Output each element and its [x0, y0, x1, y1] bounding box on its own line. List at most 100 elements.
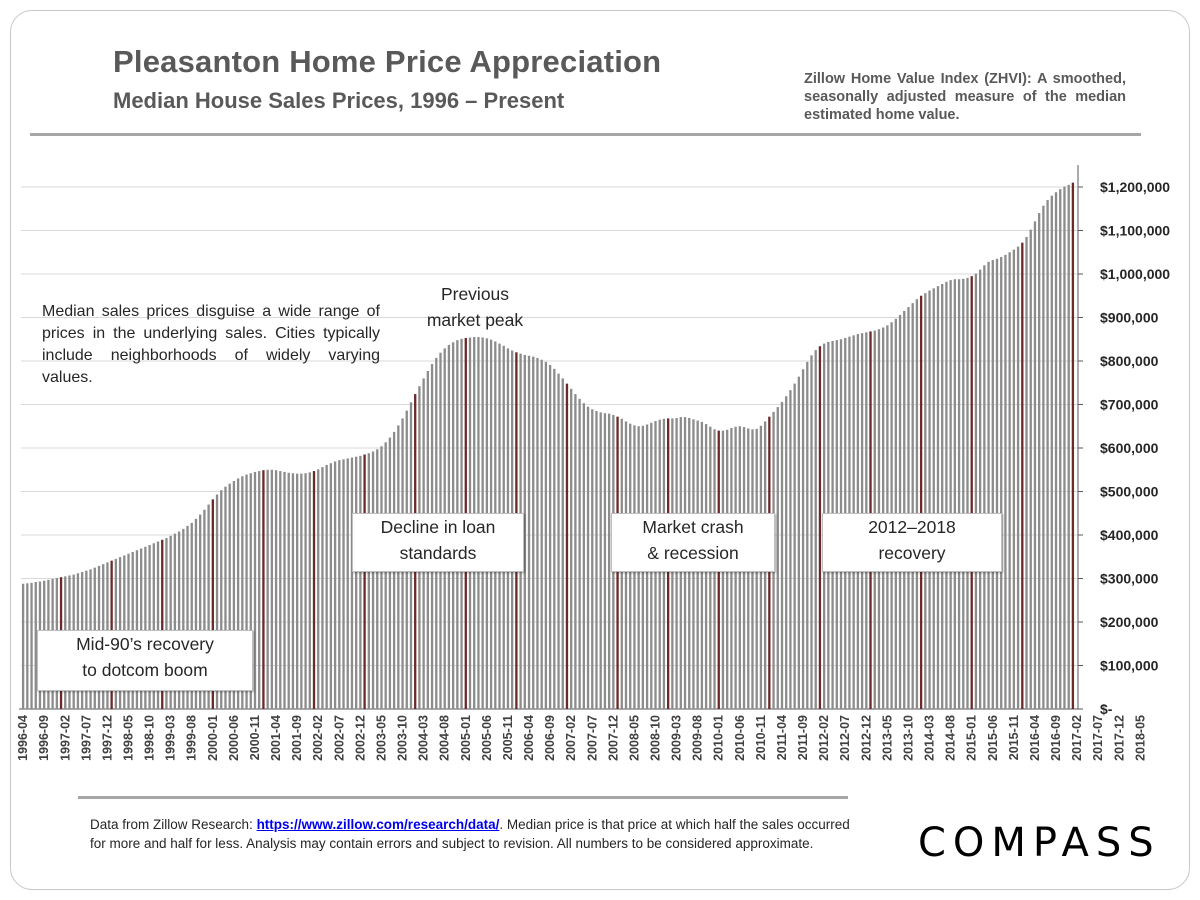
x-tick-label: 2002-02: [311, 715, 325, 761]
price-bar: [1059, 189, 1062, 710]
price-bar: [607, 413, 611, 709]
chart-subtitle: Median House Sales Prices, 1996 – Presen…: [113, 88, 565, 113]
annotation-market-crash: Market crash & recession: [611, 513, 775, 572]
x-tick-label: 2013-10: [902, 715, 916, 761]
x-tick-label: 2000-06: [227, 715, 241, 761]
x-tick-label: 2008-10: [649, 715, 663, 761]
price-bar: [140, 548, 143, 709]
price-bar: [536, 357, 539, 709]
price-bar: [384, 442, 387, 709]
x-tick-label: 1998-05: [122, 715, 136, 761]
price-bar: [780, 401, 784, 709]
annotation-line: to dotcom boom: [82, 660, 208, 680]
price-bar: [249, 473, 252, 709]
y-tick-label: $100,000: [1100, 658, 1159, 674]
price-bar: [173, 533, 177, 709]
x-tick-label: 2009-03: [670, 715, 684, 761]
y-tick-label: $300,000: [1100, 571, 1159, 587]
price-bar: [1046, 200, 1049, 710]
price-bar: [1042, 205, 1045, 709]
price-bar: [801, 369, 805, 709]
price-bar: [30, 582, 33, 709]
price-bar: [215, 494, 219, 709]
price-bar: [586, 406, 590, 709]
price-bar: [995, 258, 999, 709]
x-tick-label: 2014-03: [923, 715, 937, 761]
price-bar: [245, 474, 248, 709]
price-bar: [1016, 246, 1020, 709]
x-tick-label: 2017-02: [1070, 715, 1084, 761]
price-bar: [287, 472, 290, 709]
price-bar: [928, 290, 931, 709]
price-bar: [359, 455, 362, 709]
x-tick-label: 2008-05: [627, 715, 641, 761]
annotation-line: recovery: [878, 543, 946, 563]
zhvi-definition: Zillow Home Value Index (ZHVI): A smooth…: [804, 71, 1126, 123]
footer-divider: [78, 796, 848, 799]
x-tick-label: 2015-06: [986, 715, 1000, 761]
price-bar: [203, 509, 206, 709]
price-bar: [220, 490, 223, 709]
x-tick-label: 2015-11: [1007, 715, 1021, 760]
price-bar: [776, 407, 779, 709]
x-tick-label: 2012-12: [859, 715, 873, 761]
price-bar: [561, 378, 564, 709]
price-bar: [241, 476, 244, 709]
price-bar: [907, 307, 910, 709]
price-bar: [199, 514, 202, 709]
zillow-research-link[interactable]: https://www.zillow.com/research/data/: [256, 817, 500, 832]
price-bar: [1033, 221, 1037, 709]
x-tick-label: 2018-05: [1133, 715, 1147, 761]
price-bar: [945, 281, 948, 709]
price-bar: [312, 471, 316, 709]
y-tick-label: $1,200,000: [1100, 179, 1170, 195]
price-bar: [949, 280, 952, 709]
price-bar: [258, 471, 261, 709]
price-bar: [304, 473, 307, 709]
price-bar: [1012, 249, 1016, 709]
annotation-line: 2012–2018: [868, 517, 956, 537]
price-bar: [557, 373, 560, 709]
x-tick-label: 2005-06: [480, 715, 494, 761]
price-bar: [228, 483, 231, 709]
price-bar: [1000, 257, 1003, 709]
price-bar: [1021, 242, 1024, 709]
price-bar: [367, 453, 370, 709]
price-bar: [915, 299, 919, 709]
price-bar: [523, 354, 526, 709]
annotation-line: market peak: [426, 310, 524, 330]
price-bar: [1071, 182, 1075, 709]
x-tick-label: 2006-09: [543, 715, 557, 761]
y-tick-label: $900,000: [1100, 310, 1159, 326]
price-bar: [983, 265, 986, 709]
price-bar: [970, 276, 973, 709]
price-bar: [148, 545, 151, 709]
y-tick-label: $600,000: [1100, 440, 1159, 456]
x-tick-label: 1999-03: [164, 715, 178, 761]
price-bar: [544, 361, 548, 709]
x-tick-label: 2016-09: [1049, 715, 1063, 761]
median-note: Median sales prices disguise a wide rang…: [42, 303, 380, 386]
price-bar: [363, 454, 366, 709]
price-bar: [789, 390, 792, 709]
price-bar: [574, 394, 577, 709]
price-bar: [376, 449, 379, 709]
price-bar: [527, 355, 531, 709]
price-bar: [962, 278, 965, 709]
price-bar: [548, 364, 552, 709]
annotation-line: Previous: [440, 284, 510, 304]
price-bar: [144, 546, 147, 709]
x-tick-label: 2012-02: [817, 715, 831, 761]
x-tick-label: 2011-09: [796, 715, 810, 760]
x-tick-label: 1998-10: [143, 715, 157, 761]
annotation-previous-peak: Previous market peak: [405, 281, 545, 333]
price-bar: [911, 303, 914, 709]
price-bar: [194, 518, 198, 709]
price-bar: [793, 383, 796, 709]
price-bar: [177, 531, 181, 709]
price-bar: [232, 481, 236, 709]
annotation-dotcom: Mid-90’s recovery to dotcom boom: [37, 630, 253, 691]
x-tick-label: 1997-12: [100, 715, 114, 761]
price-bar: [785, 396, 788, 709]
